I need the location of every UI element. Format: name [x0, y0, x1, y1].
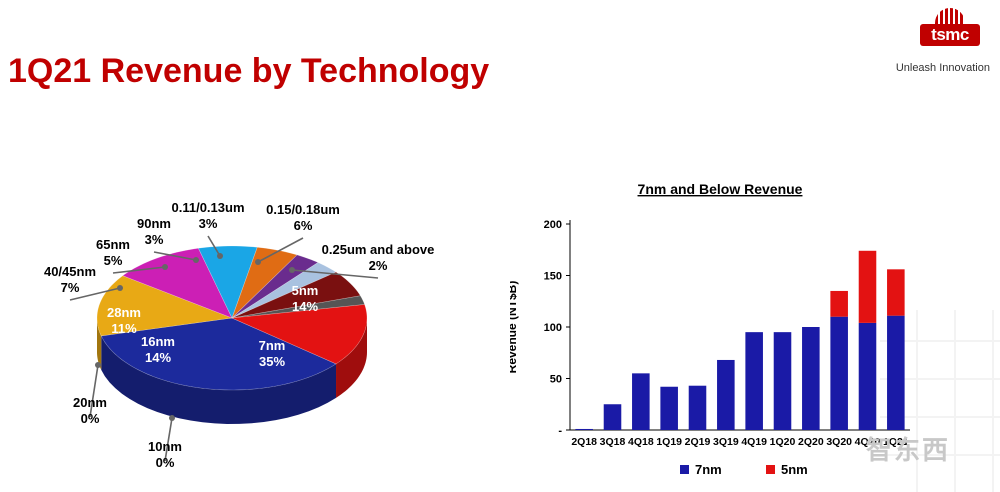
pie-leader-0.11/0.13um	[207, 235, 221, 257]
pie-leader-10nm	[164, 417, 173, 462]
pie-slices	[96, 245, 368, 391]
page-title: 1Q21 Revenue by Technology	[8, 52, 490, 90]
pie-label-pct: 0%	[156, 455, 175, 470]
pie-label-pct: 14%	[292, 299, 318, 314]
legend-swatch-7nm	[680, 465, 689, 474]
pie-leader-65nm	[112, 266, 166, 274]
pie-leader-dot	[217, 253, 223, 259]
y-tick-label: 100	[544, 322, 562, 334]
bar-7nm-2Q20	[802, 327, 820, 430]
pie-label-pct: 14%	[145, 350, 171, 365]
bar-7nm-4Q18	[632, 373, 650, 430]
legend-label: 7nm	[695, 462, 722, 477]
pie-label-pct: 5%	[104, 253, 123, 268]
pie-side-7nm	[101, 335, 337, 424]
pie-slice-0.11/0.13um	[231, 262, 337, 319]
x-tick-label: 3Q19	[713, 436, 739, 448]
pie-slice-40/45nm	[197, 245, 258, 319]
pie-leader-dot	[117, 285, 123, 291]
pie-label-pct: 35%	[259, 354, 285, 369]
pie-label-name: 90nm	[137, 216, 171, 231]
x-tick-label: 1Q19	[656, 436, 682, 448]
pie-label-pct: 3%	[199, 216, 218, 231]
pie-label-name: 16nm	[141, 334, 175, 349]
pie-label-name: 40/45nm	[44, 264, 96, 279]
pie-leader-20nm	[89, 364, 99, 418]
pie-side-16nm	[97, 318, 102, 370]
legend-swatch-5nm	[766, 465, 775, 474]
x-tick-label: 2Q18	[571, 436, 597, 448]
pie-label-name: 65nm	[96, 237, 130, 252]
legend-label: 5nm	[781, 462, 808, 477]
bar-7nm-3Q18	[603, 404, 622, 430]
pie-label-pct: 7%	[61, 280, 80, 295]
pie-slice-5nm	[230, 304, 368, 365]
x-tick-label: 1Q20	[770, 436, 796, 448]
bar-5nm-3Q20	[830, 290, 848, 317]
bar-7nm-1Q21	[887, 315, 905, 430]
x-tick-label: 4Q20	[855, 436, 881, 448]
pie-label-name: 5nm	[292, 283, 319, 298]
x-tick-label: 1Q21	[883, 436, 909, 448]
pie-labels: 7nm35%16nm14%20nm0%10nm0%28nm11%40/45nm7…	[44, 200, 434, 470]
pie-label-pct: 0%	[81, 411, 100, 426]
logo-tagline: Unleash Innovation	[895, 62, 990, 74]
pie-leader-dot	[193, 257, 199, 263]
pie-label-name: 28nm	[107, 305, 141, 320]
pie-leader-dot	[289, 267, 295, 273]
pie-slice-16nm	[96, 275, 234, 337]
pie-label-pct: 2%	[369, 258, 388, 273]
x-tick-label: 2Q19	[685, 436, 711, 448]
pie-leader-0.15/0.18um	[257, 237, 304, 263]
pie-leader-0.25um and above	[291, 269, 379, 279]
y-axis-label: Revenue (NT$B)	[510, 281, 519, 374]
pie-label-name: 10nm	[148, 439, 182, 454]
bar-chart: 7nm and Below Revenue Revenue (NT$B) - 50 10…	[510, 181, 910, 477]
bar-5nm-4Q20	[858, 250, 877, 323]
pie-label-name: 0.11/0.13um	[172, 200, 245, 215]
bar-7nm-2Q18	[575, 428, 593, 430]
bar-5nm-1Q21	[887, 269, 905, 316]
bar-7nm-3Q19	[717, 359, 735, 430]
y-tick-label: 50	[550, 374, 562, 386]
pie-label-pct: 6%	[294, 218, 313, 233]
pie-label-pct: 11%	[111, 321, 137, 336]
logo-text: tsmc	[920, 24, 980, 46]
x-tick-label: 4Q18	[628, 436, 654, 448]
x-tick-label: 2Q20	[798, 436, 824, 448]
bar-7nm-4Q20	[858, 322, 877, 430]
bar-7nm-1Q20	[773, 332, 792, 430]
company-logo: tsmc Unleash Innovation	[896, 6, 992, 74]
pie-label-pct: 3%	[145, 232, 164, 247]
pie-slice-65nm	[231, 246, 298, 319]
x-tick-label: 3Q18	[600, 436, 626, 448]
x-tick-label: 4Q19	[741, 436, 767, 448]
pie-label-name: 7nm	[259, 338, 286, 353]
wafer-icon	[935, 8, 965, 26]
bar-chart-title: 7nm and Below Revenue	[638, 181, 803, 197]
pie-slice-7nm	[100, 317, 337, 391]
y-tick-label: -	[558, 425, 562, 437]
y-tick-label: 200	[544, 219, 562, 231]
pie-leader-dot	[95, 362, 101, 368]
pie-leader-dot	[169, 415, 175, 421]
pie-leader-dot	[162, 264, 168, 270]
bar-7nm-2Q19	[688, 385, 707, 430]
pie-leader-40/45nm	[69, 287, 121, 301]
pie-chart: 7nm35%16nm14%20nm0%10nm0%28nm11%40/45nm7…	[44, 200, 434, 470]
pie-leader-90nm	[153, 251, 197, 261]
bar-7nm-4Q19	[745, 332, 763, 430]
pie-label-name: 0.15/0.18um	[266, 202, 340, 217]
watermark-text: 智东西	[866, 435, 951, 465]
pie-side-5nm	[336, 318, 367, 398]
pie-leader-dot	[255, 259, 261, 265]
x-tick-label: 3Q20	[826, 436, 852, 448]
pie-side-faces	[97, 318, 367, 424]
pie-label-name: 20nm	[73, 395, 107, 410]
pie-label-name: 0.25um and above	[322, 242, 435, 257]
bar-7nm-1Q19	[660, 386, 678, 430]
pie-slice-0.25um and above	[231, 295, 366, 319]
bar-7nm-3Q20	[830, 316, 848, 430]
y-tick-label: 150	[544, 271, 562, 283]
